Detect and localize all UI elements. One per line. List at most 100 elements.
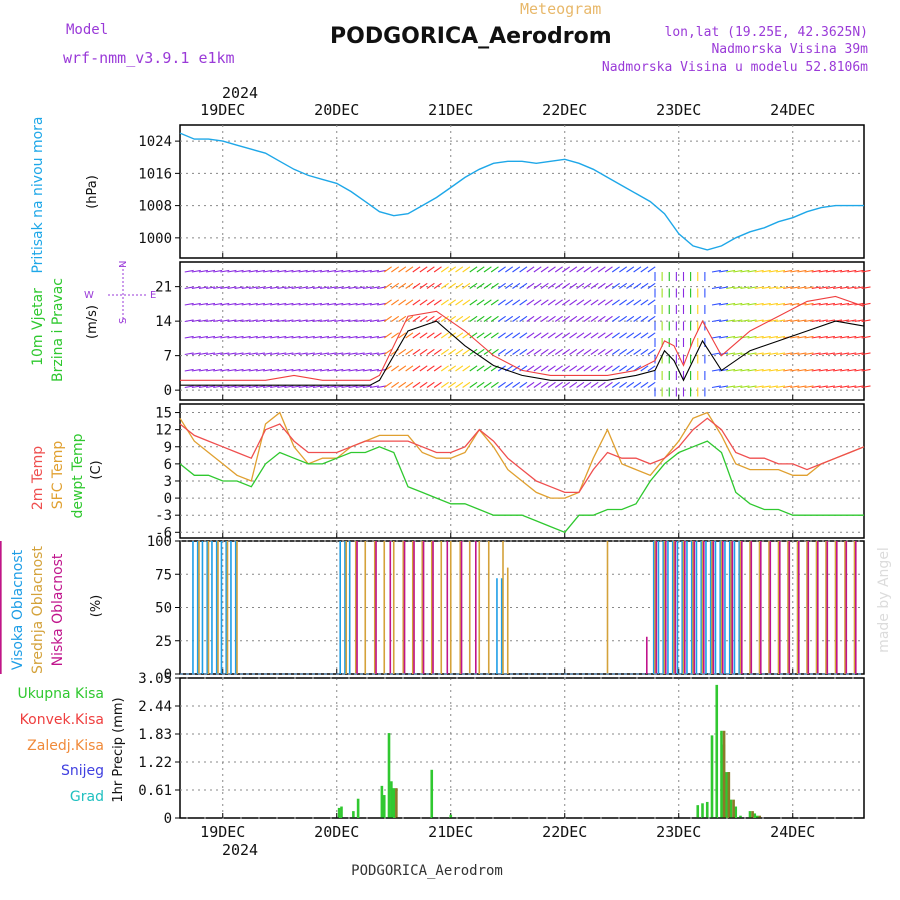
precip-ylabel: 1hr Precip (mm) xyxy=(111,697,126,802)
wind-arrow xyxy=(312,368,322,372)
wind-arrow xyxy=(833,352,843,356)
wind-arrow xyxy=(540,315,549,322)
cloud-unit: (%) xyxy=(89,595,104,618)
wind-arrow xyxy=(640,266,649,273)
wind-arrow xyxy=(733,302,743,306)
wind-arrow xyxy=(469,266,478,273)
wind-arrow xyxy=(533,266,542,273)
wind-arrow xyxy=(640,381,649,388)
cloud-bar xyxy=(345,541,348,674)
cloud-bar xyxy=(728,541,731,674)
wind-arrow xyxy=(255,352,265,356)
wind-arrow xyxy=(583,348,592,355)
wind-arrow xyxy=(811,302,821,306)
wind-arrow xyxy=(284,385,294,389)
wind-arrow xyxy=(448,282,457,289)
precip-bar xyxy=(755,815,759,818)
cloud-bar xyxy=(711,541,713,674)
wind-arrow xyxy=(327,352,337,356)
wind-arrow xyxy=(483,381,492,388)
wind-arrow xyxy=(277,385,287,389)
cloud-bar xyxy=(844,541,846,674)
cloud-bar xyxy=(760,541,762,674)
wind-arrow xyxy=(426,365,435,372)
wind-arrow xyxy=(554,282,563,289)
wind-arrow xyxy=(369,319,379,323)
wind-arrow xyxy=(576,282,585,289)
wind-arrow xyxy=(255,368,265,372)
wind-arrow xyxy=(497,332,506,339)
wind-arrow xyxy=(298,335,308,339)
wind-arrow xyxy=(804,368,814,372)
cloud-mid-label: Srednja Oblacnost xyxy=(30,546,46,674)
wind-arrow xyxy=(783,385,793,389)
wind-arrow xyxy=(241,335,251,339)
wind-arrow xyxy=(440,299,449,306)
wind-ylabel-line2: Brzina i Pravac xyxy=(50,278,66,382)
wind-arrow xyxy=(761,385,771,389)
wind-arrow xyxy=(861,335,871,339)
cloud-bar xyxy=(853,541,856,674)
wind-arrow xyxy=(270,335,280,339)
wind-arrow xyxy=(840,368,850,372)
wind-arrow xyxy=(576,365,585,372)
wind-arrow xyxy=(469,282,478,289)
wind-arrow xyxy=(569,348,578,355)
wind-arrow xyxy=(533,365,542,372)
wind-arrow xyxy=(277,269,287,273)
precip-bar xyxy=(739,815,742,818)
cloud-bar xyxy=(695,541,698,674)
wind-arrow xyxy=(448,299,457,306)
y-tick-label: 21 xyxy=(155,280,172,296)
wind-arrow xyxy=(455,332,464,339)
wind-arrow xyxy=(362,319,372,323)
day-label-top: 23DEC xyxy=(656,101,701,119)
wind-arrow xyxy=(440,365,449,372)
wind-arrow xyxy=(590,282,599,289)
wind-arrow xyxy=(255,269,265,273)
cloud-bar xyxy=(673,541,675,674)
cloud-bar xyxy=(845,541,848,674)
wind-arrow xyxy=(206,319,216,323)
watermark: made by Angel xyxy=(876,547,892,653)
wind-arrow xyxy=(576,348,585,355)
wind-arrow xyxy=(327,319,337,323)
wind-arrow xyxy=(840,352,850,356)
cloud-bar xyxy=(500,578,503,674)
wind-arrow xyxy=(220,269,230,273)
wind-arrow xyxy=(526,266,535,273)
wind-arrow xyxy=(398,348,407,355)
wind-unit: (m/s) xyxy=(85,305,100,339)
wind-arrow xyxy=(626,332,635,339)
cloud-bar xyxy=(446,541,449,674)
cloud-bar xyxy=(652,541,655,674)
wind-arrow xyxy=(419,315,428,322)
y-tick-label: 1008 xyxy=(138,199,172,215)
wind-arrow xyxy=(206,269,216,273)
cloud-bar xyxy=(681,541,683,674)
wind-arrow xyxy=(320,319,330,323)
wind-arrow xyxy=(191,302,201,306)
wind-arrow xyxy=(284,269,294,273)
wind-arrow xyxy=(733,335,743,339)
wind-arrow xyxy=(377,286,387,290)
wind-arrow xyxy=(284,302,294,306)
wind-arrow xyxy=(220,385,230,389)
wind-arrow xyxy=(512,348,521,355)
wind-arrow xyxy=(540,299,549,306)
wind-arrow xyxy=(505,299,514,306)
wind-arrow xyxy=(497,348,506,355)
wind-arrow xyxy=(768,352,778,356)
wind-arrow xyxy=(291,319,301,323)
wind-arrow xyxy=(284,368,294,372)
wind-arrow xyxy=(647,315,656,322)
wind-arrow xyxy=(355,286,365,290)
wind-arrow xyxy=(711,385,721,389)
y-tick-label: 3 xyxy=(164,474,172,490)
wind-arrow xyxy=(398,365,407,372)
wind-arrow xyxy=(426,348,435,355)
cloud-bar xyxy=(422,541,425,674)
precip-bar xyxy=(729,799,733,818)
wind-arrow xyxy=(419,381,428,388)
wind-arrow xyxy=(405,266,414,273)
